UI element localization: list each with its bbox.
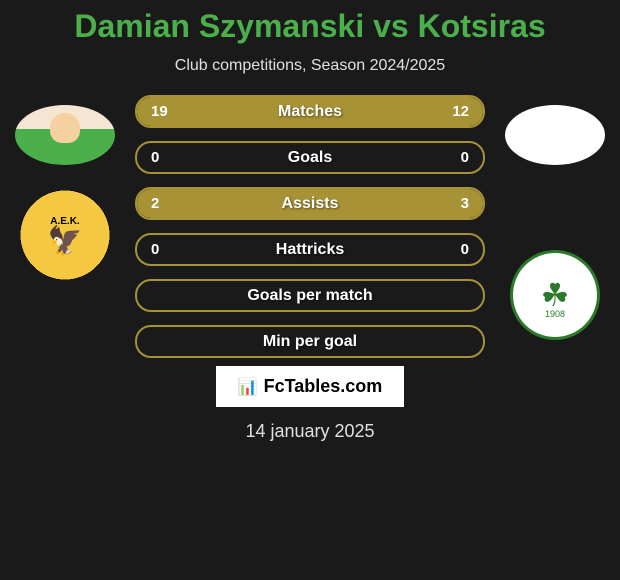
subtitle: Club competitions, Season 2024/2025 [175, 57, 445, 75]
stat-label: Goals per match [247, 287, 372, 305]
brand-text: FcTables.com [264, 376, 383, 397]
comparison-card: Damian Szymanski vs Kotsiras Club compet… [0, 0, 620, 580]
club1-inner: A.E.K. 🦅 [48, 216, 83, 255]
main-content: A.E.K. 🦅 19 Matches 12 0 Goals 0 2 Assists 3 0 Hat… [0, 95, 620, 358]
player2-photo [505, 105, 605, 165]
stat-label: Matches [278, 103, 342, 121]
player1-club-logo: A.E.K. 🦅 [20, 190, 110, 280]
player2-club-logo: ☘ 1908 [510, 250, 600, 340]
stat-bar: 0 Hattricks 0 [135, 233, 485, 266]
stat-value-right: 0 [461, 241, 469, 258]
player1-photo [15, 105, 115, 165]
club2-year: 1908 [545, 309, 565, 319]
stat-label: Assists [282, 195, 339, 213]
stats-column: 19 Matches 12 0 Goals 0 2 Assists 3 0 Hattricks 0 Go… [135, 95, 485, 358]
stat-value-left: 0 [151, 149, 159, 166]
stat-value-left: 19 [151, 103, 168, 120]
title-player2: Kotsiras [418, 8, 546, 44]
stat-value-left: 0 [151, 241, 159, 258]
chart-icon: 📊 [238, 377, 258, 397]
stat-label: Hattricks [276, 241, 344, 259]
stat-bar: 0 Goals 0 [135, 141, 485, 174]
stat-value-right: 12 [452, 103, 469, 120]
stat-bar: 2 Assists 3 [135, 187, 485, 220]
eagle-icon: 🦅 [48, 227, 83, 255]
left-column: A.E.K. 🦅 [10, 95, 120, 280]
stat-value-right: 0 [461, 149, 469, 166]
title-vs: vs [373, 8, 409, 44]
stat-label: Goals [288, 149, 332, 167]
stat-bar: Goals per match [135, 279, 485, 312]
stat-value-right: 3 [461, 195, 469, 212]
stat-bar: 19 Matches 12 [135, 95, 485, 128]
page-title: Damian Szymanski vs Kotsiras [74, 8, 545, 45]
footer-date: 14 january 2025 [245, 421, 374, 442]
stat-value-left: 2 [151, 195, 159, 212]
stat-label: Min per goal [263, 333, 357, 351]
title-player1: Damian Szymanski [74, 8, 364, 44]
stat-bar: Min per goal [135, 325, 485, 358]
brand-badge[interactable]: 📊 FcTables.com [216, 366, 405, 407]
right-column: ☘ 1908 [500, 95, 610, 340]
